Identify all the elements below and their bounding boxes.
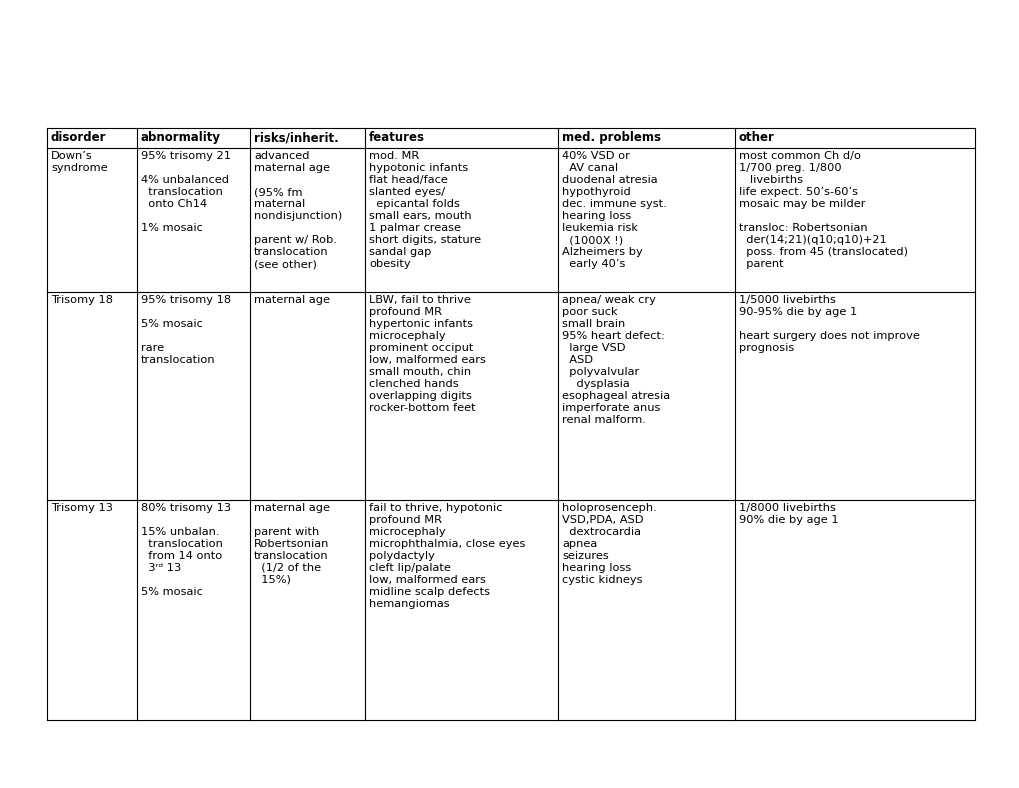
Text: fail to thrive, hypotonic
profound MR
microcephaly
microphthalmia, close eyes
po: fail to thrive, hypotonic profound MR mi… [369, 503, 525, 609]
Text: med. problems: med. problems [561, 131, 660, 144]
Text: risks/inherit.: risks/inherit. [254, 131, 338, 144]
Text: mod. MR
hypotonic infants
flat head/face
slanted eyes/
  epicantal folds
small e: mod. MR hypotonic infants flat head/face… [369, 151, 481, 269]
Text: maternal age: maternal age [254, 295, 330, 305]
Text: 1/8000 livebirths
90% die by age 1: 1/8000 livebirths 90% die by age 1 [739, 503, 838, 525]
Text: 95% trisomy 18

5% mosaic

rare
translocation: 95% trisomy 18 5% mosaic rare translocat… [141, 295, 231, 365]
Text: advanced
maternal age

(95% fm
maternal
nondisjunction)

parent w/ Rob.
transloc: advanced maternal age (95% fm maternal n… [254, 151, 342, 269]
Text: apnea/ weak cry
poor suck
small brain
95% heart defect:
  large VSD
  ASD
  poly: apnea/ weak cry poor suck small brain 95… [561, 295, 669, 425]
Text: Down’s
syndrome: Down’s syndrome [51, 151, 108, 173]
Text: LBW, fail to thrive
profound MR
hypertonic infants
microcephaly
prominent occipu: LBW, fail to thrive profound MR hyperton… [369, 295, 485, 413]
Text: 40% VSD or
  AV canal
duodenal atresia
hypothyroid
dec. immune syst.
hearing los: 40% VSD or AV canal duodenal atresia hyp… [561, 151, 666, 269]
Text: maternal age

parent with
Robertsonian
translocation
  (1/2 of the
  15%): maternal age parent with Robertsonian tr… [254, 503, 330, 585]
Text: 95% trisomy 21

4% unbalanced
  translocation
  onto Ch14

1% mosaic: 95% trisomy 21 4% unbalanced translocati… [141, 151, 230, 233]
Text: features: features [369, 131, 425, 144]
Text: most common Ch d/o
1/700 preg. 1/800
   livebirths
life expect. 50’s-60’s
mosaic: most common Ch d/o 1/700 preg. 1/800 liv… [739, 151, 907, 269]
Text: abnormality: abnormality [141, 131, 221, 144]
Text: Trisomy 18: Trisomy 18 [51, 295, 113, 305]
Text: holoprosenceph.
VSD,PDA, ASD
  dextrocardia
apnea
seizures
hearing loss
cystic k: holoprosenceph. VSD,PDA, ASD dextrocardi… [561, 503, 656, 585]
Text: 1/5000 livebirths
90-95% die by age 1

heart surgery does not improve
prognosis: 1/5000 livebirths 90-95% die by age 1 he… [739, 295, 919, 353]
Text: Trisomy 13: Trisomy 13 [51, 503, 113, 513]
Text: disorder: disorder [51, 131, 106, 144]
Text: 80% trisomy 13

15% unbalan.
  translocation
  from 14 onto
  3ʳᵈ 13

5% mosaic: 80% trisomy 13 15% unbalan. translocatio… [141, 503, 231, 597]
Text: other: other [739, 131, 774, 144]
